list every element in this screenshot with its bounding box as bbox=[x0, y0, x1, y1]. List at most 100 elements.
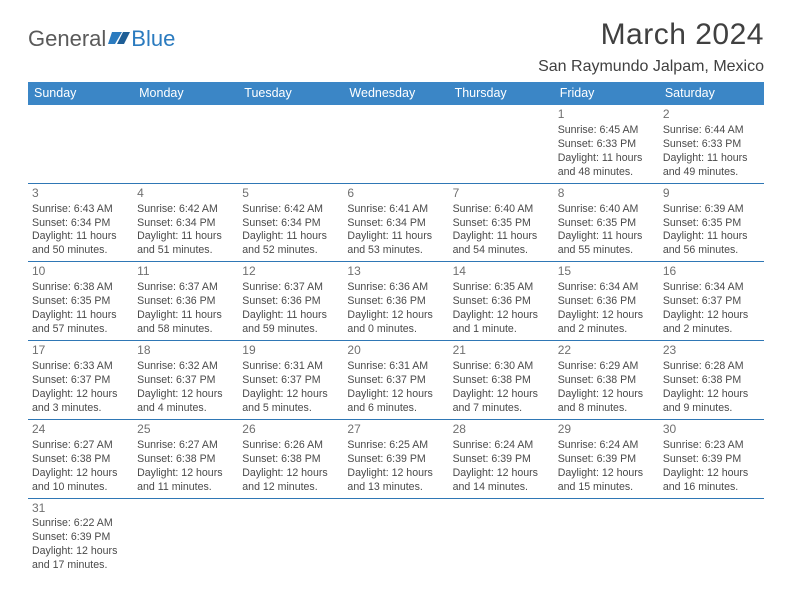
day-number: 8 bbox=[558, 186, 655, 202]
week-row: 1Sunrise: 6:45 AMSunset: 6:33 PMDaylight… bbox=[28, 105, 764, 184]
sunrise-text: Sunrise: 6:26 AM bbox=[242, 439, 339, 453]
day-number: 23 bbox=[663, 343, 760, 359]
daylight-text: Daylight: 12 hours and 11 minutes. bbox=[137, 467, 234, 495]
sunrise-text: Sunrise: 6:32 AM bbox=[137, 360, 234, 374]
weeks-container: 1Sunrise: 6:45 AMSunset: 6:33 PMDaylight… bbox=[28, 105, 764, 576]
day-cell: 4Sunrise: 6:42 AMSunset: 6:34 PMDaylight… bbox=[133, 184, 238, 262]
sunset-text: Sunset: 6:39 PM bbox=[32, 531, 129, 545]
sunrise-text: Sunrise: 6:29 AM bbox=[558, 360, 655, 374]
day-header: Thursday bbox=[449, 82, 554, 105]
daylight-text: Daylight: 11 hours and 57 minutes. bbox=[32, 309, 129, 337]
daylight-text: Daylight: 11 hours and 51 minutes. bbox=[137, 230, 234, 258]
day-number: 1 bbox=[558, 107, 655, 123]
sunset-text: Sunset: 6:34 PM bbox=[242, 217, 339, 231]
day-number: 9 bbox=[663, 186, 760, 202]
daylight-text: Daylight: 12 hours and 10 minutes. bbox=[32, 467, 129, 495]
day-number: 17 bbox=[32, 343, 129, 359]
day-cell: 9Sunrise: 6:39 AMSunset: 6:35 PMDaylight… bbox=[659, 184, 764, 262]
sunset-text: Sunset: 6:38 PM bbox=[32, 453, 129, 467]
sunset-text: Sunset: 6:34 PM bbox=[32, 217, 129, 231]
day-number: 3 bbox=[32, 186, 129, 202]
daylight-text: Daylight: 11 hours and 56 minutes. bbox=[663, 230, 760, 258]
day-cell: 30Sunrise: 6:23 AMSunset: 6:39 PMDayligh… bbox=[659, 420, 764, 498]
sunrise-text: Sunrise: 6:27 AM bbox=[32, 439, 129, 453]
daylight-text: Daylight: 12 hours and 6 minutes. bbox=[347, 388, 444, 416]
sunrise-text: Sunrise: 6:43 AM bbox=[32, 203, 129, 217]
logo-text-blue: Blue bbox=[131, 26, 175, 52]
sunset-text: Sunset: 6:36 PM bbox=[347, 295, 444, 309]
day-cell: 13Sunrise: 6:36 AMSunset: 6:36 PMDayligh… bbox=[343, 262, 448, 340]
sunrise-text: Sunrise: 6:34 AM bbox=[663, 281, 760, 295]
day-number: 19 bbox=[242, 343, 339, 359]
daylight-text: Daylight: 12 hours and 4 minutes. bbox=[137, 388, 234, 416]
daylight-text: Daylight: 12 hours and 5 minutes. bbox=[242, 388, 339, 416]
sunrise-text: Sunrise: 6:40 AM bbox=[453, 203, 550, 217]
sunset-text: Sunset: 6:39 PM bbox=[347, 453, 444, 467]
sunrise-text: Sunrise: 6:24 AM bbox=[558, 439, 655, 453]
header: General Blue March 2024 San Raymundo Jalp… bbox=[28, 18, 764, 76]
daylight-text: Daylight: 11 hours and 58 minutes. bbox=[137, 309, 234, 337]
day-cell bbox=[449, 499, 554, 577]
daylight-text: Daylight: 12 hours and 2 minutes. bbox=[663, 309, 760, 337]
week-row: 10Sunrise: 6:38 AMSunset: 6:35 PMDayligh… bbox=[28, 262, 764, 341]
day-number: 12 bbox=[242, 264, 339, 280]
day-number: 11 bbox=[137, 264, 234, 280]
day-cell bbox=[238, 105, 343, 183]
day-cell: 1Sunrise: 6:45 AMSunset: 6:33 PMDaylight… bbox=[554, 105, 659, 183]
week-row: 24Sunrise: 6:27 AMSunset: 6:38 PMDayligh… bbox=[28, 420, 764, 499]
sunset-text: Sunset: 6:36 PM bbox=[242, 295, 339, 309]
daylight-text: Daylight: 12 hours and 3 minutes. bbox=[32, 388, 129, 416]
sunrise-text: Sunrise: 6:42 AM bbox=[137, 203, 234, 217]
sunset-text: Sunset: 6:34 PM bbox=[347, 217, 444, 231]
day-cell: 18Sunrise: 6:32 AMSunset: 6:37 PMDayligh… bbox=[133, 341, 238, 419]
sunrise-text: Sunrise: 6:34 AM bbox=[558, 281, 655, 295]
sunset-text: Sunset: 6:38 PM bbox=[137, 453, 234, 467]
sunset-text: Sunset: 6:38 PM bbox=[453, 374, 550, 388]
day-cell bbox=[238, 499, 343, 577]
sunset-text: Sunset: 6:34 PM bbox=[137, 217, 234, 231]
day-cell: 3Sunrise: 6:43 AMSunset: 6:34 PMDaylight… bbox=[28, 184, 133, 262]
day-cell: 31Sunrise: 6:22 AMSunset: 6:39 PMDayligh… bbox=[28, 499, 133, 577]
sunset-text: Sunset: 6:35 PM bbox=[558, 217, 655, 231]
day-cell: 21Sunrise: 6:30 AMSunset: 6:38 PMDayligh… bbox=[449, 341, 554, 419]
sunrise-text: Sunrise: 6:44 AM bbox=[663, 124, 760, 138]
day-cell bbox=[133, 499, 238, 577]
sunrise-text: Sunrise: 6:22 AM bbox=[32, 517, 129, 531]
day-number: 14 bbox=[453, 264, 550, 280]
day-cell: 12Sunrise: 6:37 AMSunset: 6:36 PMDayligh… bbox=[238, 262, 343, 340]
day-cell: 11Sunrise: 6:37 AMSunset: 6:36 PMDayligh… bbox=[133, 262, 238, 340]
day-number: 28 bbox=[453, 422, 550, 438]
day-cell: 7Sunrise: 6:40 AMSunset: 6:35 PMDaylight… bbox=[449, 184, 554, 262]
day-number: 25 bbox=[137, 422, 234, 438]
day-cell: 17Sunrise: 6:33 AMSunset: 6:37 PMDayligh… bbox=[28, 341, 133, 419]
day-cell: 20Sunrise: 6:31 AMSunset: 6:37 PMDayligh… bbox=[343, 341, 448, 419]
day-cell bbox=[343, 105, 448, 183]
day-cell: 24Sunrise: 6:27 AMSunset: 6:38 PMDayligh… bbox=[28, 420, 133, 498]
day-cell bbox=[449, 105, 554, 183]
daylight-text: Daylight: 11 hours and 52 minutes. bbox=[242, 230, 339, 258]
day-header: Monday bbox=[133, 82, 238, 105]
calendar-grid: Sunday Monday Tuesday Wednesday Thursday… bbox=[28, 82, 764, 576]
sunset-text: Sunset: 6:38 PM bbox=[663, 374, 760, 388]
logo-flag-icon bbox=[108, 26, 130, 52]
daylight-text: Daylight: 12 hours and 13 minutes. bbox=[347, 467, 444, 495]
daylight-text: Daylight: 11 hours and 54 minutes. bbox=[453, 230, 550, 258]
sunset-text: Sunset: 6:37 PM bbox=[137, 374, 234, 388]
daylight-text: Daylight: 11 hours and 49 minutes. bbox=[663, 152, 760, 180]
day-number: 21 bbox=[453, 343, 550, 359]
logo-text-gray: General bbox=[28, 26, 106, 52]
daylight-text: Daylight: 11 hours and 53 minutes. bbox=[347, 230, 444, 258]
day-header: Tuesday bbox=[238, 82, 343, 105]
title-block: March 2024 San Raymundo Jalpam, Mexico bbox=[538, 18, 764, 76]
day-number: 30 bbox=[663, 422, 760, 438]
day-header: Friday bbox=[554, 82, 659, 105]
sunrise-text: Sunrise: 6:30 AM bbox=[453, 360, 550, 374]
day-number: 31 bbox=[32, 501, 129, 517]
day-number: 27 bbox=[347, 422, 444, 438]
day-number: 6 bbox=[347, 186, 444, 202]
day-cell: 15Sunrise: 6:34 AMSunset: 6:36 PMDayligh… bbox=[554, 262, 659, 340]
sunrise-text: Sunrise: 6:28 AM bbox=[663, 360, 760, 374]
daylight-text: Daylight: 11 hours and 59 minutes. bbox=[242, 309, 339, 337]
daylight-text: Daylight: 12 hours and 9 minutes. bbox=[663, 388, 760, 416]
sunrise-text: Sunrise: 6:38 AM bbox=[32, 281, 129, 295]
